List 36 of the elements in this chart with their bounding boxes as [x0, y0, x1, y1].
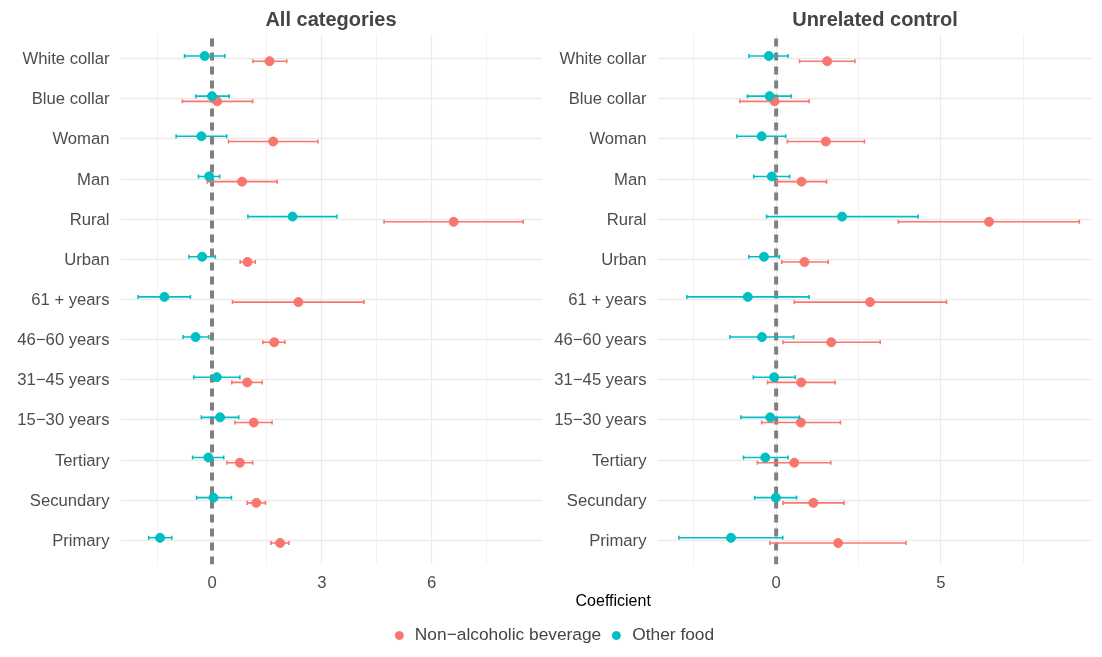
y-tick-label: Tertiary — [591, 450, 648, 470]
y-tick-label: Secundary — [566, 490, 648, 510]
y-tick-label: Woman — [589, 129, 647, 149]
y-tick-label: 46−60 years — [17, 330, 110, 350]
y-tick-label: Woman — [52, 129, 110, 149]
y-tick-label: Primary — [52, 530, 111, 550]
x-tick-label: 0 — [771, 572, 781, 592]
y-tick-label: 61 + years — [31, 290, 110, 309]
x-tick-label: 5 — [936, 572, 946, 592]
x-tick-label: 0 — [207, 572, 217, 592]
y-tick-label: Rural — [69, 209, 110, 229]
y-tick-label: 31−45 years — [554, 370, 647, 390]
chart-title: Unrelated control — [792, 7, 958, 30]
y-tick-label: Urban — [601, 249, 647, 269]
y-tick-label: White collar — [22, 49, 110, 69]
y-tick-label: Urban — [64, 249, 110, 269]
y-tick-label: 61 + years — [568, 290, 647, 309]
y-tick-label: Tertiary — [54, 450, 111, 470]
y-tick-label: 31−45 years — [17, 370, 110, 390]
legend-label: Non−alcoholic beverage — [414, 624, 602, 645]
y-tick-label: Man — [77, 169, 110, 189]
y-tick-label: Secundary — [29, 490, 111, 510]
legend-label: Other food — [632, 624, 715, 645]
y-tick-label: White collar — [559, 49, 647, 69]
y-tick-label: Blue collar — [568, 89, 647, 109]
x-tick-label: 6 — [427, 572, 437, 592]
y-tick-label: Man — [614, 169, 647, 189]
y-tick-label: Rural — [606, 209, 647, 229]
chart-title: All categories — [265, 7, 397, 30]
y-tick-label: 15−30 years — [554, 410, 647, 430]
x-tick-label: 3 — [317, 572, 327, 592]
y-tick-label: Blue collar — [31, 89, 110, 109]
y-tick-label: 46−60 years — [554, 330, 647, 350]
x-axis-title: Coefficient — [575, 591, 652, 609]
y-tick-label: 15−30 years — [17, 410, 110, 430]
y-tick-label: Primary — [589, 530, 648, 550]
